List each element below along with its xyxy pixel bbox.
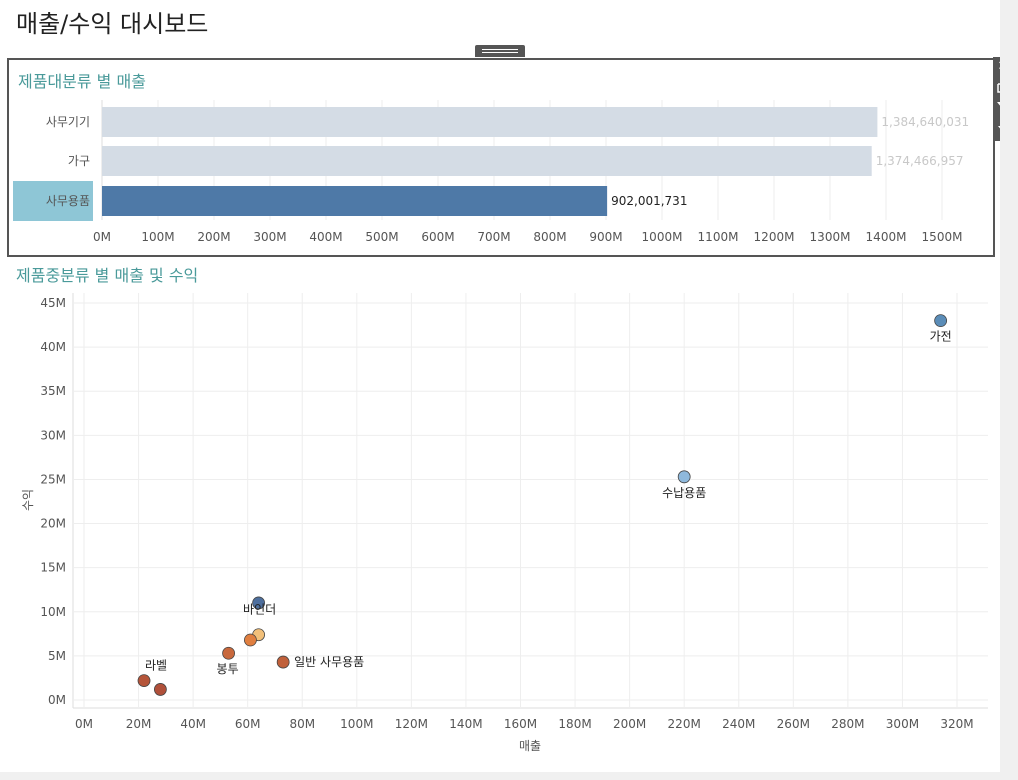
x-tick-label: 1300M	[810, 230, 851, 244]
dashboard-title: 매출/수익 대시보드	[16, 10, 209, 38]
x-tick-label: 0M	[75, 717, 93, 731]
scatter-chart-title: 제품중분류 별 매출 및 수익	[16, 266, 199, 285]
bar	[102, 186, 608, 216]
y-tick-label: 5M	[48, 649, 66, 663]
bar	[102, 146, 872, 176]
x-tick-label: 280M	[831, 717, 864, 731]
bar-chart-panel[interactable]: 제품대분류 별 매출 0M 100M 200M 300M 400M 500M 600M 700…	[7, 58, 995, 257]
point-label: 일반 사무용품	[294, 655, 364, 669]
scatter-point	[934, 314, 948, 328]
x-tick-label: 700M	[477, 230, 510, 244]
x-tick-label: 1400M	[866, 230, 907, 244]
point-label: 바인더	[243, 603, 276, 617]
x-tick-label: 500M	[365, 230, 398, 244]
x-tick-label: 100M	[340, 717, 373, 731]
bar	[102, 107, 878, 137]
point-label: 수납용품	[662, 486, 706, 500]
x-tick-label: 220M	[668, 717, 701, 731]
x-tick-label: 80M	[289, 717, 315, 731]
x-tick-label: 800M	[533, 230, 566, 244]
x-tick-label: 40M	[180, 717, 206, 731]
x-tick-label: 200M	[613, 717, 646, 731]
category-label: 사무용품	[46, 194, 90, 208]
y-tick-label: 10M	[40, 605, 66, 619]
bar-chart: 0M 100M 200M 300M 400M 500M 600M 700M 800M 900M 10…	[13, 100, 969, 244]
x-tick-label: 320M	[940, 717, 973, 731]
x-tick-label: 100M	[141, 230, 174, 244]
x-tick-label: 200M	[197, 230, 230, 244]
drag-handle[interactable]	[475, 45, 525, 57]
bar-value-label: 1,384,640,031	[881, 115, 969, 129]
bar-chart-title: 제품대분류 별 매출	[18, 72, 146, 91]
x-tick-label: 140M	[449, 717, 482, 731]
x-axis-title: 매출	[519, 739, 541, 753]
category-label: 가구	[68, 154, 90, 168]
scatter-point	[244, 633, 257, 647]
x-tick-label: 180M	[558, 717, 591, 731]
x-tick-label: 260M	[777, 717, 810, 731]
scatter-point	[153, 683, 167, 696]
x-tick-label: 160M	[504, 717, 537, 731]
y-axis-title: 수익	[21, 489, 35, 511]
bar-value-label: 902,001,731	[611, 194, 687, 208]
x-tick-label: 60M	[235, 717, 261, 731]
x-tick-label: 240M	[722, 717, 755, 731]
x-tick-label: 400M	[309, 230, 342, 244]
x-tick-label: 1100M	[698, 230, 739, 244]
x-tick-label: 300M	[886, 717, 919, 731]
scatter-point	[677, 470, 691, 484]
scatter-point	[222, 646, 235, 660]
selected-category-highlight	[13, 181, 93, 221]
y-tick-label: 0M	[48, 693, 66, 707]
point-label: 봉투	[217, 662, 239, 676]
point-label: 라벨	[145, 659, 167, 673]
vertical-scrollbar[interactable]	[1000, 0, 1018, 780]
point-label: 가전	[930, 330, 952, 344]
x-tick-label: 300M	[253, 230, 286, 244]
scatter-point	[252, 596, 266, 610]
y-tick-label: 40M	[40, 340, 66, 354]
bar-value-label: 1,374,466,957	[876, 154, 964, 168]
x-tick-label: 1200M	[754, 230, 795, 244]
scatter-point	[252, 628, 266, 642]
x-tick-label: 600M	[421, 230, 454, 244]
x-tick-label: 120M	[395, 717, 428, 731]
x-tick-label: 1500M	[922, 230, 963, 244]
x-tick-label: 1000M	[642, 230, 683, 244]
x-tick-label: 900M	[589, 230, 622, 244]
scatter-point	[137, 674, 151, 687]
y-tick-label: 20M	[40, 517, 66, 531]
category-label: 사무기기	[46, 115, 90, 129]
y-tick-label: 45M	[40, 296, 66, 310]
x-tick-label: 0M	[93, 230, 111, 244]
y-tick-label: 35M	[40, 384, 66, 398]
y-tick-label: 15M	[40, 561, 66, 575]
x-tick-label: 20M	[126, 717, 152, 731]
scatter-point	[276, 655, 290, 669]
y-tick-label: 30M	[40, 428, 66, 442]
y-tick-label: 25M	[40, 472, 66, 486]
